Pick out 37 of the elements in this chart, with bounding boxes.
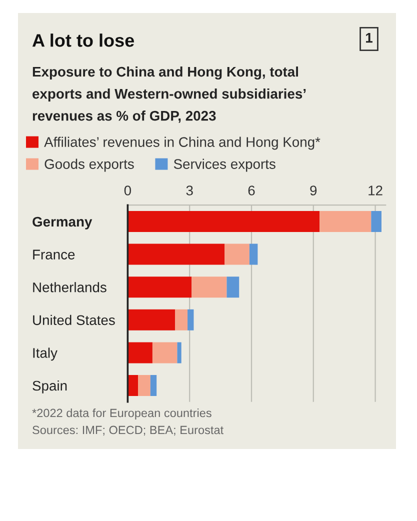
y-tick-label: Netherlands	[33, 282, 106, 292]
legend-label: Affiliates’ revenues in China and Hong Kong*	[44, 136, 320, 150]
source-note: Sources: IMF; OECD; BEA; Eurostat	[32, 426, 224, 436]
y-tick-label: Spain	[32, 380, 67, 394]
bar	[224, 244, 250, 265]
bar	[128, 211, 320, 232]
x-tick-label: 6	[248, 186, 255, 196]
text: *2022 data for European countries	[32, 408, 212, 420]
bar	[371, 211, 382, 232]
bar	[128, 342, 152, 364]
legend-label: Goods exports	[44, 158, 134, 172]
bar	[138, 375, 150, 396]
y-tick-label: United States	[33, 314, 115, 326]
y-tick-label: France	[33, 250, 75, 260]
bar	[128, 244, 225, 265]
y-tick-label: Italy	[33, 348, 58, 361]
x-tick-label: 3	[186, 186, 193, 196]
chart-subtitle: Exposure to China and Hong Kong, total exports and Western-owned subsidiaries’ revenues as % of GDP, 2023	[32, 66, 306, 123]
x-tick-label: 0	[124, 186, 132, 196]
bar	[128, 375, 138, 396]
text: 1	[366, 33, 372, 43]
bar	[175, 309, 188, 330]
chart-title: A lot to lose	[32, 34, 134, 47]
x-tick-label: 9	[310, 186, 317, 196]
bar	[128, 276, 192, 298]
bar	[226, 276, 240, 298]
bar	[249, 244, 258, 265]
bar	[177, 342, 182, 364]
y-tick-label: Germany	[32, 216, 92, 230]
bar	[320, 211, 372, 232]
bar	[152, 342, 178, 364]
bar	[128, 309, 176, 330]
bar	[188, 309, 194, 330]
x-tick-label: 12	[368, 186, 382, 196]
legend-label: Services exports	[174, 158, 276, 172]
bar	[192, 276, 227, 298]
bar	[150, 375, 157, 396]
